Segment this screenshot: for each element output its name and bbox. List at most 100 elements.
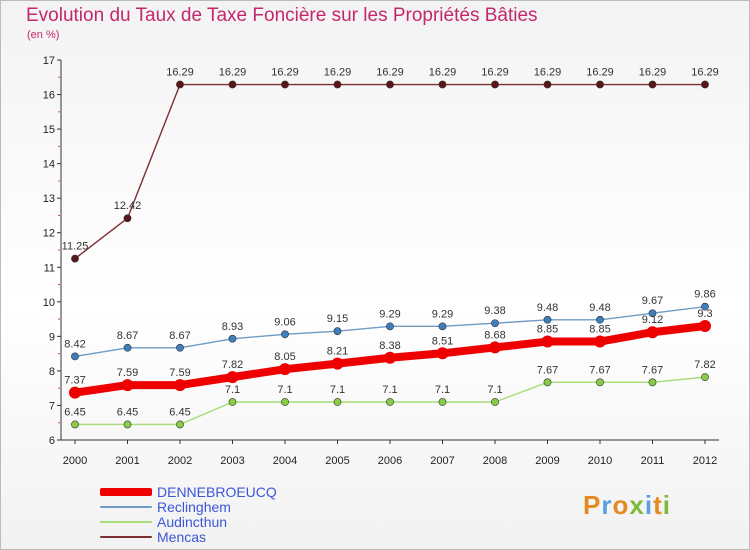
data-point: [596, 378, 604, 387]
data-point: [594, 335, 606, 348]
data-point: [701, 373, 709, 382]
data-labels: 11.25 12.42 16.29 16.29 16.29 16.29 16.29 16.29…: [62, 67, 719, 419]
y-tick-label: 13: [43, 193, 55, 205]
data-label: 16.29: [429, 67, 457, 79]
data-label: 9.67: [642, 295, 663, 307]
legend-swatch: [100, 505, 152, 508]
data-point: [699, 320, 711, 332]
y-tick-label: 7: [49, 400, 55, 412]
data-point: [646, 326, 659, 339]
y-tick-label: 11: [44, 262, 55, 274]
x-tick-label: 2000: [63, 455, 87, 467]
chart-title: Evolution du Taux de Taxe Foncière sur l…: [26, 5, 538, 26]
legend-item: Reclinghem: [100, 499, 277, 515]
data-label: 9.3: [697, 308, 712, 320]
data-point: [69, 386, 81, 399]
legend-item: Audincthun: [100, 513, 277, 530]
data-label: 16.29: [324, 67, 352, 79]
data-label: 8.67: [117, 330, 138, 342]
data-label: 16.29: [271, 67, 299, 79]
data-point: [333, 398, 342, 406]
x-tick-label: 2006: [378, 455, 402, 467]
data-label: 16.29: [376, 67, 404, 79]
data-label: 9.29: [432, 308, 453, 320]
data-label: 16.29: [219, 67, 247, 79]
data-label: 8.68: [484, 329, 505, 341]
y-tick-label: 9: [49, 331, 55, 343]
data-label: 16.29: [691, 67, 719, 79]
legend-item: DENNEBROEUCQ: [100, 484, 277, 500]
y-tick-label: 14: [43, 159, 55, 171]
y-tick-label: 17: [43, 55, 55, 67]
data-label: 16.29: [481, 67, 509, 79]
data-point: [386, 398, 394, 406]
data-label: 8.67: [169, 330, 190, 342]
data-point: [491, 80, 499, 89]
data-label: 8.85: [589, 324, 610, 336]
data-point: [281, 398, 289, 406]
data-label: 8.93: [222, 321, 243, 333]
data-point: [123, 420, 132, 429]
data-label: 7.1: [435, 384, 450, 396]
data-point: [228, 80, 237, 89]
data-point: [228, 334, 237, 343]
axes: 6 7 8 9 10 11 12 13 14 15 16 17 2000 2001 2002 2003 2004…: [43, 55, 719, 467]
data-point: [489, 341, 501, 354]
data-point: [228, 398, 237, 406]
data-point: [386, 322, 394, 331]
data-label: 8.85: [537, 324, 558, 336]
data-point: [71, 254, 79, 263]
data-point: [279, 363, 291, 376]
data-label: 8.21: [327, 346, 348, 358]
data-point: [176, 420, 184, 429]
data-label: 7.1: [330, 384, 345, 396]
legend-label: Mencas: [157, 528, 207, 545]
data-label: 7.82: [694, 359, 715, 371]
y-tick-label: 8: [49, 366, 55, 378]
data-point: [123, 343, 132, 352]
x-tick-label: 2002: [168, 455, 192, 467]
data-point: [71, 420, 79, 429]
data-point: [543, 315, 552, 324]
data-label: 6.45: [117, 406, 138, 418]
data-point: [384, 351, 396, 364]
data-point: [281, 80, 289, 89]
data-label: 7.1: [487, 384, 502, 396]
legend-swatch: [100, 487, 152, 496]
legend-label: Audincthun: [157, 513, 228, 530]
data-point: [71, 352, 79, 361]
legend-item: Mencas: [100, 528, 277, 545]
data-label: 7.82: [222, 359, 243, 371]
x-tick-label: 2005: [325, 455, 349, 467]
legend-swatch: [100, 535, 152, 538]
data-point: [701, 80, 709, 89]
legend-swatch: [100, 520, 152, 523]
data-label: 16.29: [166, 67, 194, 79]
data-point: [701, 302, 709, 311]
x-tick-label: 2009: [535, 455, 559, 467]
data-label: 6.45: [169, 406, 190, 418]
legend: DENNEBROEUCQ Reclinghem Audincthun Mencas: [100, 484, 277, 545]
data-label: 9.06: [274, 316, 295, 328]
data-label: 16.29: [586, 67, 614, 79]
data-label: 12.42: [114, 200, 142, 212]
data-label: 7.67: [642, 364, 663, 376]
x-tick-label: 2007: [430, 455, 454, 467]
y-unit-label: (en %): [27, 29, 60, 41]
data-point: [123, 214, 132, 223]
data-label: 7.67: [589, 364, 610, 376]
data-label: 8.51: [432, 335, 453, 347]
data-label: 7.1: [277, 384, 292, 396]
x-tick-label: 2001: [115, 455, 139, 467]
data-point: [226, 371, 239, 384]
data-label: 16.29: [534, 67, 562, 79]
data-label: 7.1: [225, 384, 240, 396]
x-tick-label: 2012: [693, 455, 717, 467]
data-label: 9.86: [694, 289, 715, 301]
y-tick-label: 10: [43, 297, 55, 309]
y-tick-label: 6: [49, 435, 55, 447]
x-tick-label: 2004: [273, 455, 297, 467]
data-label: 9.12: [642, 314, 663, 326]
